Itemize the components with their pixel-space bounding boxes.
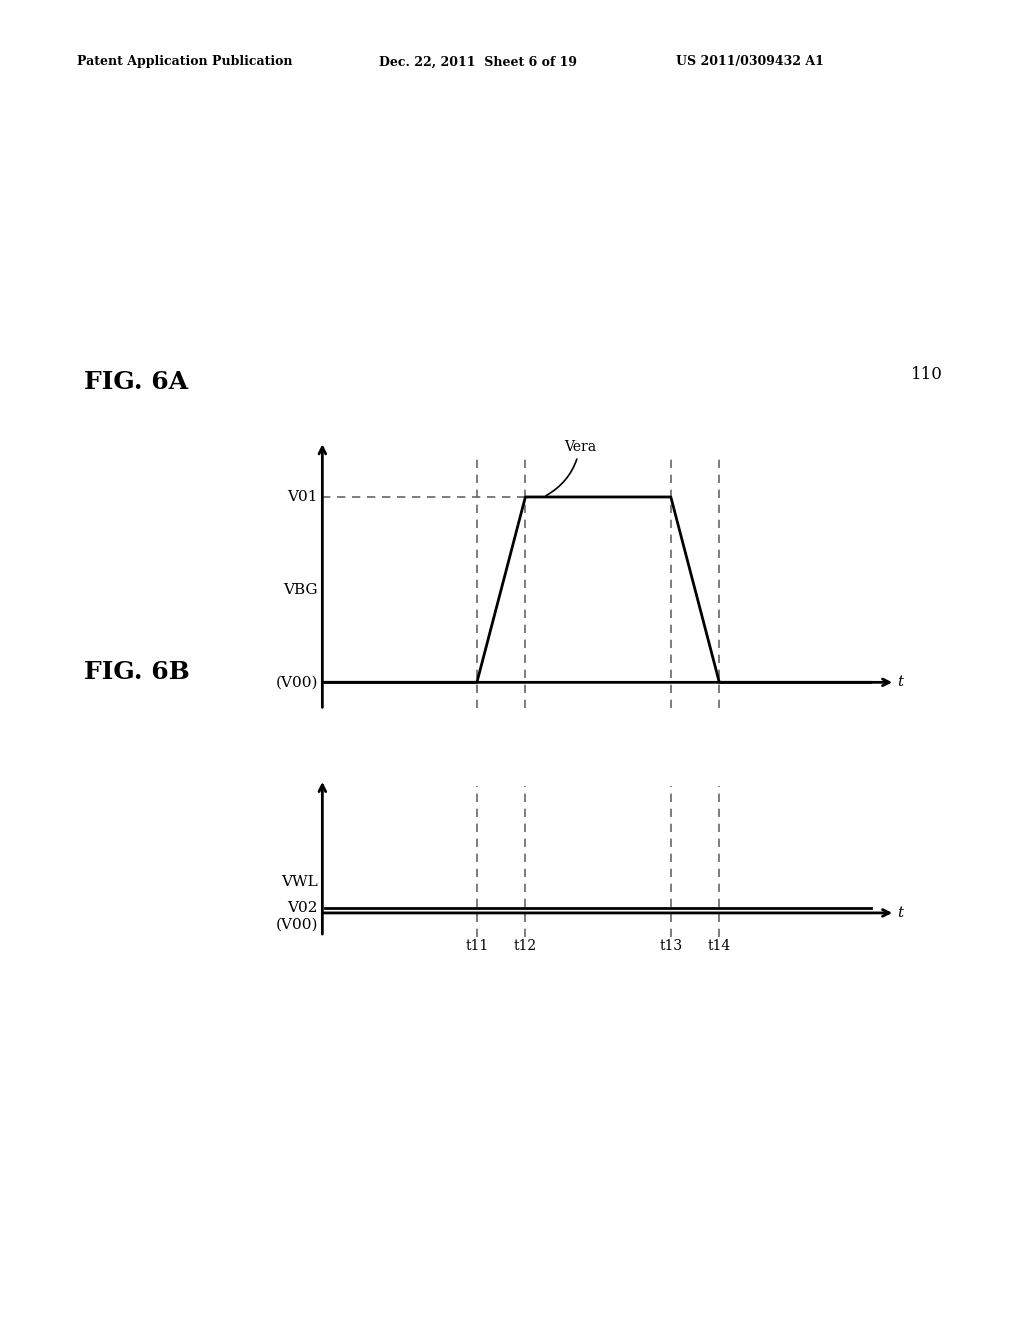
Text: t14: t14 <box>708 939 731 953</box>
Text: t13: t13 <box>659 939 682 953</box>
Text: (V00): (V00) <box>275 676 318 689</box>
Text: VBG: VBG <box>284 582 318 597</box>
Text: (V00): (V00) <box>275 919 318 932</box>
Text: FIG. 6B: FIG. 6B <box>84 660 189 684</box>
Text: VWL: VWL <box>282 875 318 890</box>
Text: V01: V01 <box>288 490 318 504</box>
Text: FIG. 6A: FIG. 6A <box>84 370 188 393</box>
Text: Patent Application Publication: Patent Application Publication <box>77 55 292 69</box>
Text: t: t <box>897 676 903 689</box>
Text: US 2011/0309432 A1: US 2011/0309432 A1 <box>676 55 823 69</box>
Text: Dec. 22, 2011  Sheet 6 of 19: Dec. 22, 2011 Sheet 6 of 19 <box>379 55 577 69</box>
Text: t: t <box>897 906 903 920</box>
Text: t12: t12 <box>514 939 537 953</box>
Text: V02: V02 <box>288 900 318 915</box>
Text: 110: 110 <box>910 366 943 383</box>
Text: t11: t11 <box>465 939 488 953</box>
Text: Vera: Vera <box>546 440 596 495</box>
